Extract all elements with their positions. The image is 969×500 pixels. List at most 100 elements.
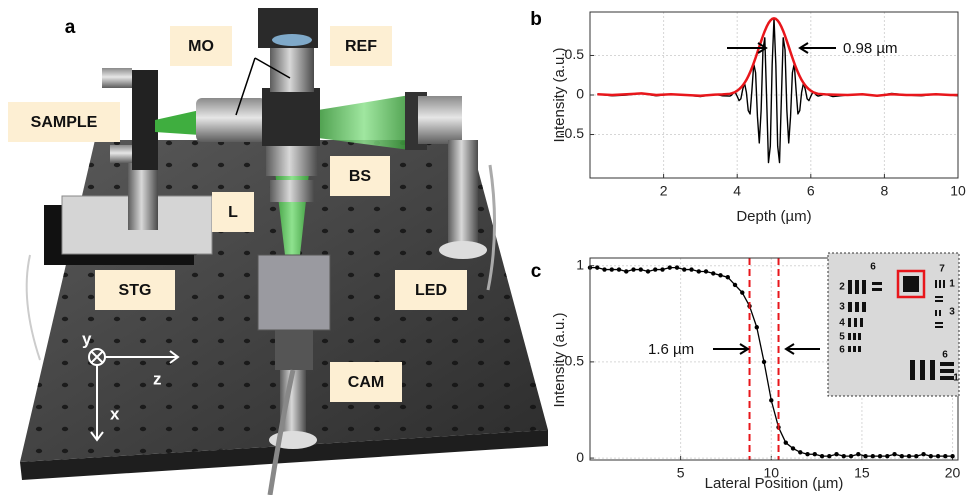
data-point bbox=[921, 452, 926, 457]
camera-connector bbox=[275, 330, 313, 370]
data-point bbox=[841, 453, 846, 459]
label: REF bbox=[345, 38, 377, 55]
data-point bbox=[595, 265, 600, 270]
data-point bbox=[761, 359, 767, 365]
data-point bbox=[870, 453, 875, 459]
inset-label: 7 bbox=[939, 264, 945, 275]
x-axis-label: Depth (µm) bbox=[736, 208, 811, 225]
leader bbox=[254, 57, 291, 79]
inset-label: 1 bbox=[949, 279, 955, 290]
inset-label: 1 bbox=[953, 373, 959, 384]
data-point bbox=[798, 450, 803, 455]
y-tick-label: 0 bbox=[576, 86, 584, 102]
data-point bbox=[827, 453, 832, 459]
axis-arrows bbox=[90, 350, 180, 442]
data-point bbox=[602, 267, 607, 272]
data-point bbox=[863, 453, 868, 459]
inset-label: 5 bbox=[839, 332, 845, 343]
beam bbox=[318, 95, 410, 150]
label-box bbox=[395, 270, 467, 310]
inset-label: 6 bbox=[839, 345, 845, 356]
label-box bbox=[95, 270, 175, 310]
fwhm-arrows bbox=[727, 42, 836, 54]
beam-splitter bbox=[262, 88, 320, 146]
cable bbox=[267, 369, 296, 496]
inset-label: 2 bbox=[839, 282, 845, 293]
data-point bbox=[877, 453, 883, 459]
plot-frame bbox=[589, 11, 959, 179]
data-point bbox=[885, 453, 890, 459]
data-point bbox=[950, 453, 955, 459]
data-point bbox=[732, 282, 738, 288]
label: SAMPLE bbox=[31, 114, 98, 131]
label: STG bbox=[119, 282, 152, 299]
inset-label: 6 bbox=[942, 350, 948, 361]
cable bbox=[25, 254, 41, 361]
x-tick-label: 4 bbox=[733, 183, 741, 199]
data-point bbox=[754, 325, 759, 330]
label-box bbox=[8, 102, 120, 142]
panel-letter: c bbox=[531, 261, 542, 282]
data-point bbox=[631, 267, 636, 272]
beam bbox=[155, 110, 200, 135]
label-box bbox=[212, 192, 254, 232]
objective bbox=[196, 98, 266, 142]
inset: 6 7 2 3 4 5 6 1 3 6 1 bbox=[827, 252, 960, 397]
x-tick-label: 2 bbox=[660, 183, 668, 199]
x-tick-label: 8 bbox=[881, 183, 889, 199]
inset-label: 6 bbox=[870, 262, 876, 273]
data-point bbox=[674, 265, 680, 270]
data-point bbox=[703, 269, 709, 274]
x-tick-label: 5 bbox=[677, 465, 685, 481]
data-point bbox=[653, 267, 658, 272]
label-box bbox=[330, 156, 390, 196]
data-point bbox=[790, 446, 796, 451]
y-tick-label: 1 bbox=[576, 256, 584, 272]
x-tick-label: 10 bbox=[763, 465, 779, 481]
data-point bbox=[914, 453, 919, 459]
mirror bbox=[272, 34, 312, 46]
axis-label: x bbox=[110, 404, 120, 423]
annotation: 1.6 µm bbox=[648, 341, 694, 358]
knob bbox=[110, 145, 132, 163]
data-point bbox=[711, 271, 716, 276]
axis-label: z bbox=[153, 369, 162, 388]
data-point bbox=[783, 440, 788, 445]
data-point bbox=[645, 269, 651, 274]
data-point bbox=[667, 265, 672, 270]
label-box bbox=[170, 26, 232, 66]
setup-render bbox=[20, 8, 548, 496]
data-point bbox=[935, 453, 941, 459]
data-point bbox=[906, 453, 912, 459]
series-line bbox=[597, 17, 958, 98]
inset-label: 4 bbox=[839, 318, 845, 329]
data-point bbox=[616, 267, 622, 272]
reference-arm bbox=[270, 40, 314, 92]
axis-symbol bbox=[90, 350, 104, 364]
table-edge bbox=[20, 430, 548, 480]
data-point bbox=[943, 453, 948, 459]
post bbox=[128, 160, 158, 230]
data-point bbox=[638, 267, 643, 272]
label-box bbox=[330, 362, 402, 402]
label: MO bbox=[188, 38, 214, 55]
cable bbox=[486, 164, 497, 291]
data-point bbox=[740, 290, 745, 295]
data-point bbox=[660, 267, 665, 272]
axis-label: y bbox=[82, 329, 92, 348]
data-point bbox=[725, 275, 730, 280]
y-axis-label: Intensity (a.u.) bbox=[551, 312, 568, 407]
data-point bbox=[819, 453, 825, 459]
lens-tube bbox=[270, 180, 314, 202]
data-point bbox=[892, 452, 897, 457]
x-axis-label: Lateral Position (µm) bbox=[705, 475, 844, 492]
y-tick-label: 0.5 bbox=[565, 46, 585, 62]
inset-label: 3 bbox=[949, 307, 955, 318]
data-point bbox=[718, 273, 723, 278]
x-tick-label: 6 bbox=[807, 183, 815, 199]
post bbox=[448, 140, 478, 250]
data-point bbox=[624, 269, 629, 274]
roi bbox=[896, 269, 926, 299]
panel-letter: b bbox=[530, 9, 542, 30]
data-point bbox=[899, 453, 905, 459]
